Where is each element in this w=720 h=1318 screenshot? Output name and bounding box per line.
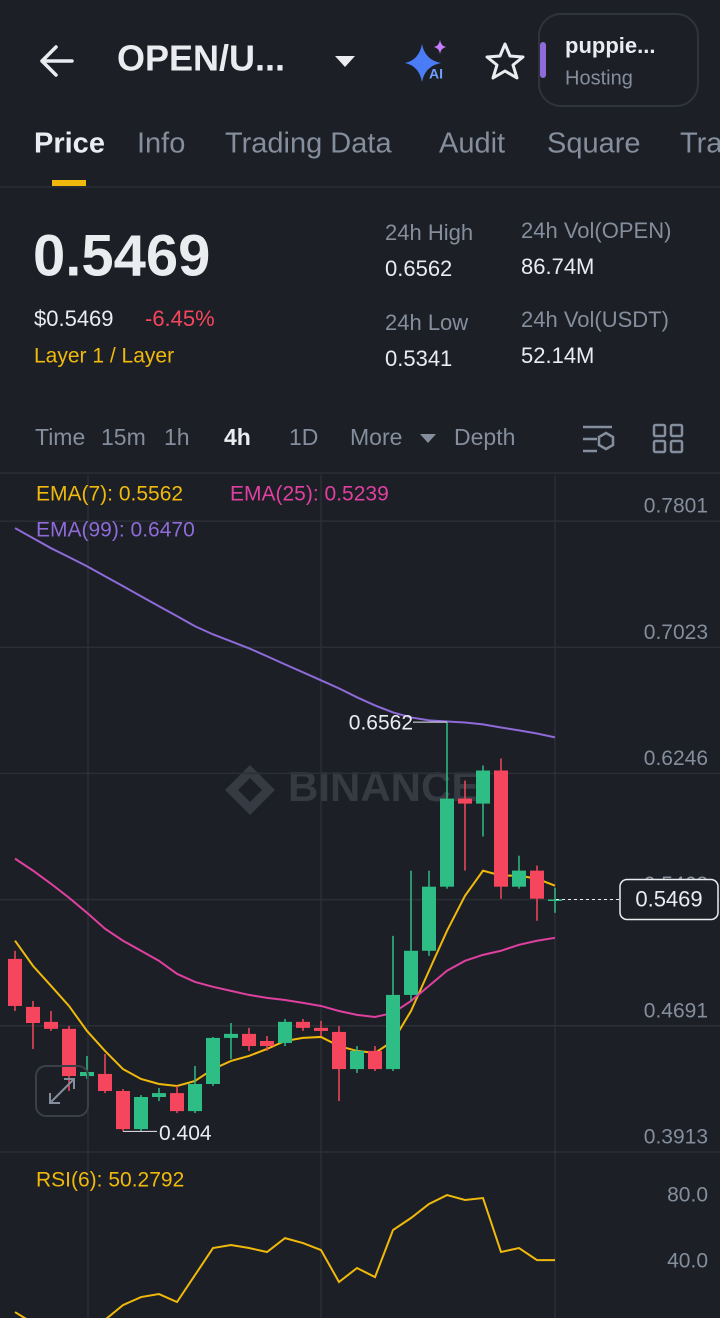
expand-button[interactable] [35,1065,89,1117]
last-price: 0.5469 [33,223,210,288]
y-tick-label: 0.7023 [644,621,708,644]
more-dropdown[interactable] [420,434,436,443]
stat-label: 24h Low [385,310,468,335]
stat-value: 52.14M [521,343,594,368]
candle-body [224,1033,238,1038]
interval[interactable]: Time [35,424,85,450]
candle-body [548,899,562,902]
usd-price: $0.5469 [34,306,114,331]
candle-body [422,886,436,951]
settings-icon[interactable] [583,425,615,453]
price-change: -6.45% [145,306,215,331]
category-tag[interactable]: Layer 1 / Layer [34,345,174,368]
layout-icon[interactable] [652,423,684,454]
candle-body [98,1073,112,1091]
y-tick-label: 0.6246 [644,747,708,770]
candle-body [116,1090,130,1130]
candle-body [476,770,490,804]
legend-entry: RSI(6): 50.2792 [36,1169,184,1192]
legend-entry: EMA(99): 0.6470 [36,519,195,542]
favorite-star[interactable] [485,42,525,80]
pair-title[interactable]: OPEN/U... [117,38,285,79]
interval[interactable]: 15m [101,424,146,450]
high-label: 0.6562 [349,712,413,735]
candle-body [278,1021,292,1043]
tab[interactable]: Tra [680,128,720,160]
stat-value: 0.5341 [385,346,452,371]
candle-body [170,1093,184,1112]
candle-body [440,798,454,887]
candle-body [152,1093,166,1097]
tab[interactable]: Trading Data [225,128,392,160]
stat-label: 24h Vol(OPEN) [521,218,671,243]
pair-dropdown[interactable] [335,56,355,67]
ai-spark [434,40,446,54]
watermark-logo [225,765,275,815]
interval[interactable]: 1h [164,424,190,450]
candle-body [332,1031,346,1070]
interval[interactable]: 1D [289,424,318,450]
candle-body [494,770,508,887]
candle-body [530,870,544,899]
line-series [14,1194,555,1318]
candle-body [242,1033,256,1047]
legend-entry: EMA(25): 0.5239 [230,483,389,506]
candle-body [134,1096,148,1130]
stat-label: 24h High [385,220,473,245]
line-series [14,857,556,1019]
candle-body [62,1028,76,1077]
candle-body [404,950,418,995]
candle-body [296,1021,310,1028]
last-price-box [619,878,719,921]
candle-body [314,1027,328,1031]
account-box[interactable] [538,13,699,107]
tab[interactable]: Info [137,128,185,160]
stat-value: 0.6562 [385,256,452,281]
candle-body [368,1050,382,1070]
tab[interactable]: Price [34,128,105,160]
last-price-label: 0.5469 [635,886,702,911]
y-tick-label: 0.7801 [644,495,708,518]
back-button[interactable] [40,45,74,77]
y-tick-label: 0.4691 [644,999,708,1022]
y-tick-label: 40.0 [667,1250,708,1273]
tab[interactable]: Audit [439,128,505,160]
low-label: 0.404 [159,1122,212,1145]
account-bar [540,42,546,78]
candle-body [512,870,526,887]
interval[interactable]: 4h [224,424,251,450]
candle-body [386,994,400,1070]
tab-indicator [52,180,86,186]
line-series [14,869,556,1087]
interval[interactable]: More [350,424,402,450]
account-sub: Hosting [565,67,633,89]
stat-label: 24h Vol(USDT) [521,307,669,332]
v-grid [87,475,556,1318]
candle-body [26,1006,40,1023]
ai-label: AI [429,66,443,82]
account-name: puppie... [565,33,655,58]
interval[interactable]: Depth [454,424,515,450]
candle-body [8,958,22,1006]
candle-body [260,1041,274,1047]
expand-icon [49,1078,75,1104]
candle-body [44,1021,58,1029]
candle-body [188,1084,202,1112]
y-tick-label: 80.0 [667,1184,708,1207]
tab[interactable]: Square [547,128,641,160]
y-tick-label: 0.3913 [644,1126,708,1149]
ai-icon[interactable] [405,44,441,82]
candle-body [458,798,472,804]
candle-body [350,1050,364,1070]
candle-body [206,1037,220,1085]
legend-entry: EMA(7): 0.5562 [36,483,183,506]
stat-value: 86.74M [521,254,594,279]
line-series [14,527,556,739]
